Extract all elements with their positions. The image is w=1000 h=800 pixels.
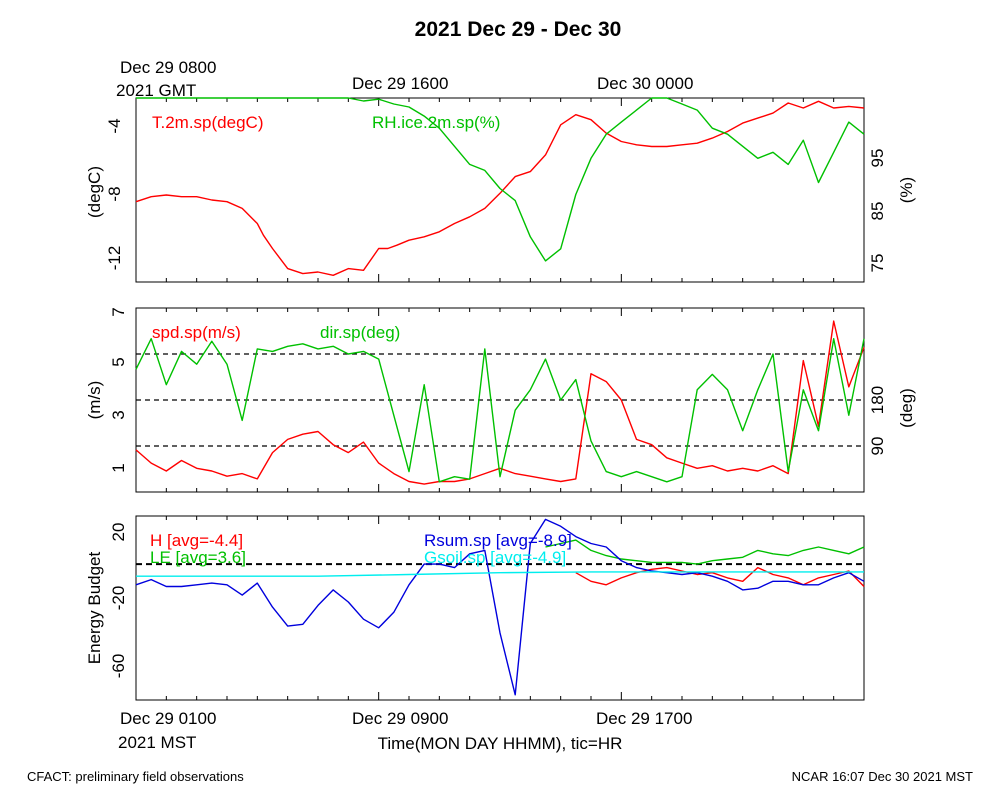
dir-tick-180: 180	[868, 386, 887, 414]
top-tick-label-2: Dec 30 0000	[597, 74, 693, 93]
speed-axis-label: (m/s)	[85, 381, 104, 420]
energy-axis-label: Energy Budget	[85, 551, 104, 664]
top-tick-label-0: Dec 29 0800	[120, 58, 216, 77]
rh-tick-85: 85	[868, 202, 887, 221]
panel-energy: 20 -20 -60 Energy Budget H [avg=-4.4] LE…	[85, 515, 865, 701]
speed-tick-7: 7	[109, 307, 128, 316]
footer-left: CFACT: preliminary field observations	[27, 769, 244, 784]
speed-tick-5: 5	[109, 357, 128, 366]
rh-tick-75: 75	[868, 254, 887, 273]
top-time-zone: 2021 GMT	[116, 81, 196, 100]
top-tick-label-1: Dec 29 1600	[352, 74, 448, 93]
rh-axis-label: (%)	[897, 177, 916, 203]
footer-right: NCAR 16:07 Dec 30 2021 MST	[792, 769, 973, 784]
series-dir-sp-deg	[135, 338, 865, 483]
x-axis-label: Time(MON DAY HHMM), tic=HR	[378, 734, 623, 753]
bottom-tick-label-2: Dec 29 1700	[596, 709, 692, 728]
panel-energy-series	[135, 518, 865, 696]
legend-direction: dir.sp(deg)	[320, 323, 400, 342]
dir-tick-90: 90	[868, 437, 887, 456]
panel-temperature-series	[135, 97, 865, 276]
bottom-tick-label-0: Dec 29 0100	[120, 709, 216, 728]
energy-tick-neg60: -60	[109, 654, 128, 679]
series-gsoil-sp	[136, 571, 864, 577]
panel-wind-ticks	[165, 308, 835, 492]
energy-tick-neg20: -20	[109, 586, 128, 611]
series-rsum-sp	[135, 518, 865, 696]
panel-temperature-ticks	[165, 98, 835, 282]
panel-wind: 1 3 5 7 (m/s) 90 180 (deg) spd.sp(m/s) d…	[85, 307, 916, 493]
series-spd-sp-m-s	[135, 320, 865, 485]
series-h	[575, 566, 865, 587]
series-t-2m-sp-degc	[135, 100, 865, 276]
temp-tick-neg8: -8	[105, 186, 124, 201]
energy-tick-20: 20	[109, 523, 128, 542]
temp-tick-neg12: -12	[105, 246, 124, 271]
temp-axis-label: (degC)	[85, 166, 104, 218]
chart-title: 2021 Dec 29 - Dec 30	[415, 18, 622, 41]
bottom-tick-label-1: Dec 29 0900	[352, 709, 448, 728]
speed-tick-1: 1	[109, 463, 128, 472]
panel-wind-gridlines	[136, 353, 864, 447]
temp-tick-neg4: -4	[105, 118, 124, 133]
panel-energy-ticks	[165, 516, 835, 700]
legend-le: LE [avg=3.6]	[150, 548, 246, 567]
panel-temperature: -4 -8 -12 (degC) 95 85 75 (%) T.2m.sp(de…	[85, 97, 916, 283]
bottom-time-zone: 2021 MST	[118, 733, 196, 752]
series-rh-ice-2m-sp	[136, 97, 865, 262]
series-le	[545, 539, 865, 565]
rh-tick-95: 95	[868, 149, 887, 168]
dir-axis-label: (deg)	[897, 388, 916, 428]
legend-rsum: Rsum.sp [avg=-8.9]	[424, 531, 572, 550]
legend-temperature: T.2m.sp(degC)	[152, 113, 263, 132]
legend-h: H [avg=-4.4]	[150, 531, 243, 550]
legend-rh-ice: RH.ice.2m.sp(%)	[372, 113, 500, 132]
speed-tick-3: 3	[109, 410, 128, 419]
legend-gsoil: Gsoil.sp [avg=-4.9]	[424, 548, 566, 567]
panel-wind-series	[135, 320, 865, 485]
legend-speed: spd.sp(m/s)	[152, 323, 241, 342]
